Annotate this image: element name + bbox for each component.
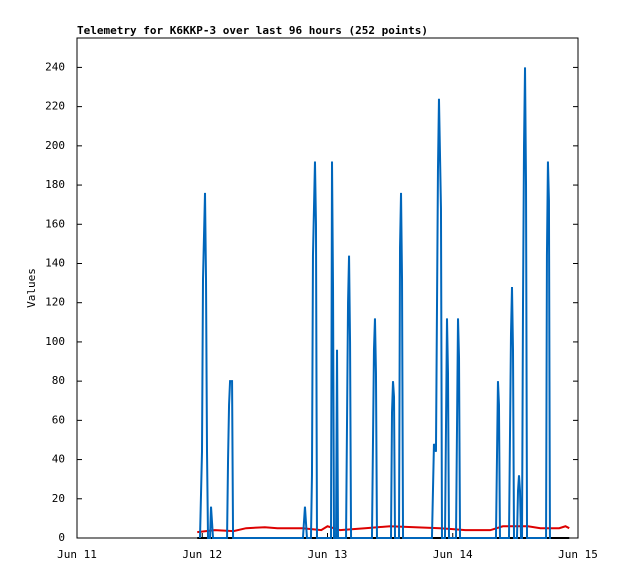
- x-tick-label: Jun 11: [57, 548, 97, 561]
- y-tick-label: 20: [52, 492, 65, 505]
- chart-title: Telemetry for K6KKP-3 over last 96 hours…: [77, 24, 428, 37]
- y-tick-label: 240: [45, 60, 65, 73]
- y-axis-label: Values: [25, 268, 38, 308]
- plot-frame: [76, 37, 579, 539]
- x-tick-label: Jun 12: [182, 548, 222, 561]
- y-tick-label: 120: [45, 296, 65, 309]
- x-tick-label: Jun 15: [558, 548, 598, 561]
- x-tick-label: Jun 13: [308, 548, 348, 561]
- series-line: [198, 67, 551, 539]
- y-tick-label: 100: [45, 335, 65, 348]
- y-tick-label: 140: [45, 256, 65, 269]
- y-tick-label: 0: [58, 531, 65, 544]
- y-tick-label: 40: [52, 453, 65, 466]
- y-tick-label: 220: [45, 100, 65, 113]
- y-tick-label: 160: [45, 217, 65, 230]
- y-tick-label: 180: [45, 178, 65, 191]
- y-tick-label: 80: [52, 374, 65, 387]
- y-tick-label: 200: [45, 139, 65, 152]
- y-tick-label: 60: [52, 413, 65, 426]
- x-tick-label: Jun 14: [433, 548, 473, 561]
